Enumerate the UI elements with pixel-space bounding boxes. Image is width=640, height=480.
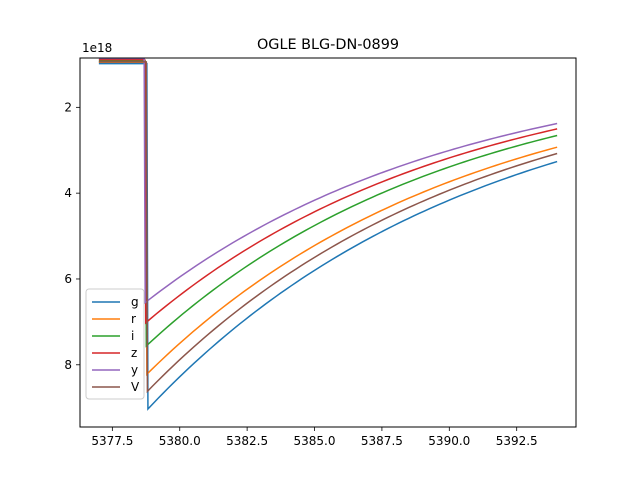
- legend-label-g: g: [131, 295, 139, 309]
- legend-label-r: r: [131, 312, 136, 326]
- legend-box: [85, 288, 145, 400]
- legend-label-i: i: [131, 329, 134, 343]
- x-tick-label: 5390.0: [428, 434, 470, 448]
- y-offset-label: 1e18: [82, 41, 112, 55]
- plot-frame: [79, 57, 577, 428]
- series-line-y: [98, 57, 558, 305]
- chart-title: OGLE BLG-DN-0899: [257, 37, 399, 53]
- series-line-g: [98, 62, 558, 411]
- legend-label-z: z: [131, 346, 137, 360]
- x-tick-label: 5377.5: [91, 434, 133, 448]
- legend-label-y: y: [131, 363, 138, 377]
- x-tick-label: 5387.5: [361, 434, 403, 448]
- y-axis: 2 4 6 8: [64, 100, 80, 372]
- series-line-r: [98, 61, 558, 376]
- y-tick-label: 8: [64, 358, 72, 372]
- series-line-V: [98, 61, 558, 394]
- legend-label-V: V: [131, 380, 140, 394]
- x-tick-label: 5385.0: [294, 434, 336, 448]
- series-line-z: [98, 58, 558, 325]
- x-axis: 5377.5 5380.0 5382.5 5385.0 5387.5 5390.0 5392…: [91, 427, 538, 448]
- series-layer: [98, 57, 558, 411]
- y-tick-label: 4: [64, 186, 72, 200]
- series-line-i: [98, 60, 558, 348]
- x-tick-label: 5382.5: [226, 434, 268, 448]
- y-tick-label: 6: [64, 272, 72, 286]
- y-tick-label: 2: [64, 100, 72, 114]
- x-tick-label: 5380.0: [159, 434, 201, 448]
- x-tick-label: 5392.5: [496, 434, 538, 448]
